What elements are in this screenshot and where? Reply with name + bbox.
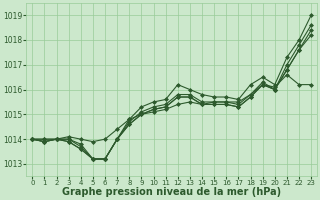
X-axis label: Graphe pression niveau de la mer (hPa): Graphe pression niveau de la mer (hPa) [62,187,281,197]
